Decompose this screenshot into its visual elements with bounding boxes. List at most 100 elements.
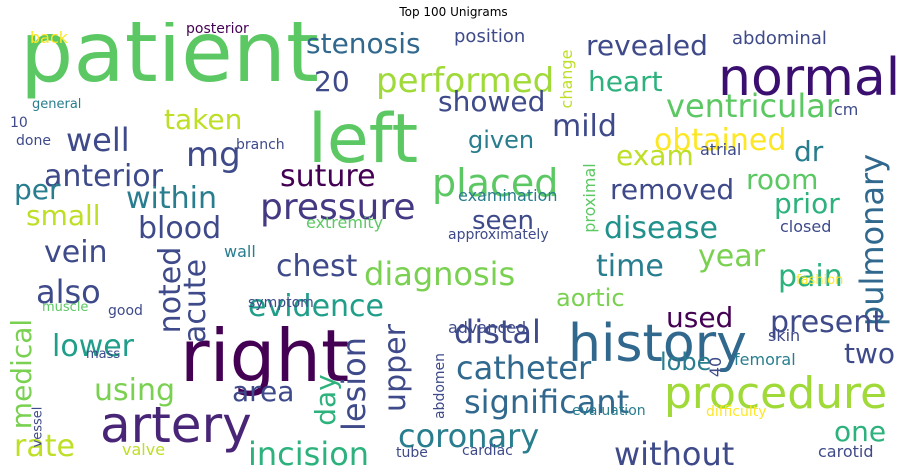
word-mild: mild — [552, 109, 617, 144]
word-difficulty: difficulty — [706, 404, 767, 420]
word-pressure: pressure — [260, 187, 416, 228]
word-cloud-panel: patient right left history normal artery proce… — [8, 22, 900, 469]
word-lobe: lobe — [660, 348, 712, 376]
word-left: left — [308, 100, 419, 179]
word-chest: chest — [276, 249, 358, 284]
word-skin: skin — [768, 326, 801, 345]
word-examination: examination — [458, 186, 558, 205]
word-mass: mass — [86, 347, 121, 362]
word-prior: prior — [774, 187, 840, 220]
word-blood: blood — [138, 211, 222, 246]
word-approximately: approximately — [448, 227, 549, 243]
word-anterior: anterior — [44, 159, 163, 194]
word-day: day — [309, 374, 342, 426]
word-position: position — [454, 26, 526, 47]
word-cardiac: cardiac — [462, 443, 513, 459]
word-pain: pain — [778, 259, 843, 294]
word-time: time — [596, 249, 664, 284]
word-used: used — [666, 301, 734, 334]
word-room: room — [746, 163, 819, 196]
word-abdomen: abdomen — [432, 352, 448, 420]
word-performed: performed — [376, 61, 555, 101]
word-evidence: evidence — [248, 289, 385, 324]
word-per: per — [14, 173, 61, 206]
word-right: right — [180, 314, 350, 398]
word-10: 10 — [10, 115, 28, 131]
word-lower: lower — [52, 329, 135, 364]
word-acute: acute — [178, 258, 213, 344]
word-seen: seen — [472, 206, 535, 236]
word-symptom: symptom — [248, 295, 314, 311]
word-upper: upper — [378, 324, 413, 412]
word-vein: vein — [44, 235, 108, 270]
word-cm: cm — [834, 100, 859, 119]
word-distal: distal — [454, 313, 541, 351]
word-obtained: obtained — [654, 123, 787, 158]
word-back: back — [30, 28, 69, 47]
word-posterior: posterior — [186, 22, 249, 37]
word-vessel: vessel — [30, 406, 46, 448]
word-valve: valve — [122, 440, 166, 459]
word-exam: exam — [616, 139, 694, 172]
word-one: one — [834, 415, 887, 448]
word-using: using — [94, 373, 176, 408]
word-carotid: carotid — [818, 442, 874, 461]
word-procedure: procedure — [664, 368, 888, 419]
word-fashion: fashion — [796, 273, 844, 288]
word-catheter: catheter — [456, 349, 592, 387]
word-within: within — [126, 181, 217, 216]
word-removed: removed — [610, 173, 735, 206]
word-tube: tube — [396, 445, 428, 461]
word-change: change — [557, 49, 576, 109]
word-normal: normal — [718, 48, 900, 108]
word-lesion: lesion — [335, 337, 373, 431]
word-significant: significant — [464, 383, 630, 421]
word-muscle: muscle — [42, 300, 89, 315]
word-artery: artery — [100, 396, 252, 454]
word-patient: patient — [20, 22, 319, 101]
word-area: area — [232, 375, 295, 408]
word-evaluation: evaluation — [572, 403, 646, 419]
word-advanced: advanced — [448, 318, 527, 337]
word-small: small — [26, 199, 101, 232]
word-coronary: coronary — [398, 417, 540, 455]
word-taken: taken — [164, 103, 243, 136]
word-without: without — [614, 435, 735, 469]
word-done: done — [16, 133, 51, 149]
word-stenosis: stenosis — [306, 27, 421, 60]
word-proximal: proximal — [580, 163, 599, 233]
word-extremity: extremity — [306, 213, 384, 232]
word-year: year — [698, 239, 765, 274]
word-aortic: aortic — [556, 284, 625, 312]
word-cloud: patient right left history normal artery proce… — [8, 22, 900, 469]
word-good: good — [108, 303, 143, 319]
word-given: given — [468, 126, 535, 154]
word-femoral: femoral — [734, 350, 796, 369]
word-wall: wall — [224, 242, 256, 261]
word-two: two — [844, 337, 896, 370]
chart-title: Top 100 Unigrams — [399, 5, 508, 19]
word-mg: mg — [186, 135, 241, 175]
word-pulmonary: pulmonary — [853, 153, 891, 327]
word-also: also — [36, 273, 101, 311]
word-heart: heart — [588, 65, 663, 98]
word-atrial: atrial — [700, 140, 742, 159]
word-revealed: revealed — [586, 29, 708, 62]
word-ventricular: ventricular — [666, 87, 840, 125]
word-abdominal: abdominal — [732, 28, 827, 49]
word-showed: showed — [438, 85, 546, 118]
word-present: present — [770, 305, 885, 340]
word-closed: closed — [780, 217, 832, 236]
word-general: general — [32, 97, 82, 112]
word-history: history — [568, 314, 747, 374]
word-placed: placed — [432, 161, 559, 205]
word-suture: suture — [280, 159, 376, 194]
word-dr: dr — [794, 135, 824, 168]
word-well: well — [66, 121, 130, 159]
word-branch: branch — [236, 137, 285, 153]
word-disease: disease — [604, 211, 718, 246]
word-40: 40 — [706, 356, 725, 378]
word-20: 20 — [314, 65, 350, 98]
word-incision: incision — [248, 435, 370, 469]
word-diagnosis: diagnosis — [364, 255, 516, 293]
